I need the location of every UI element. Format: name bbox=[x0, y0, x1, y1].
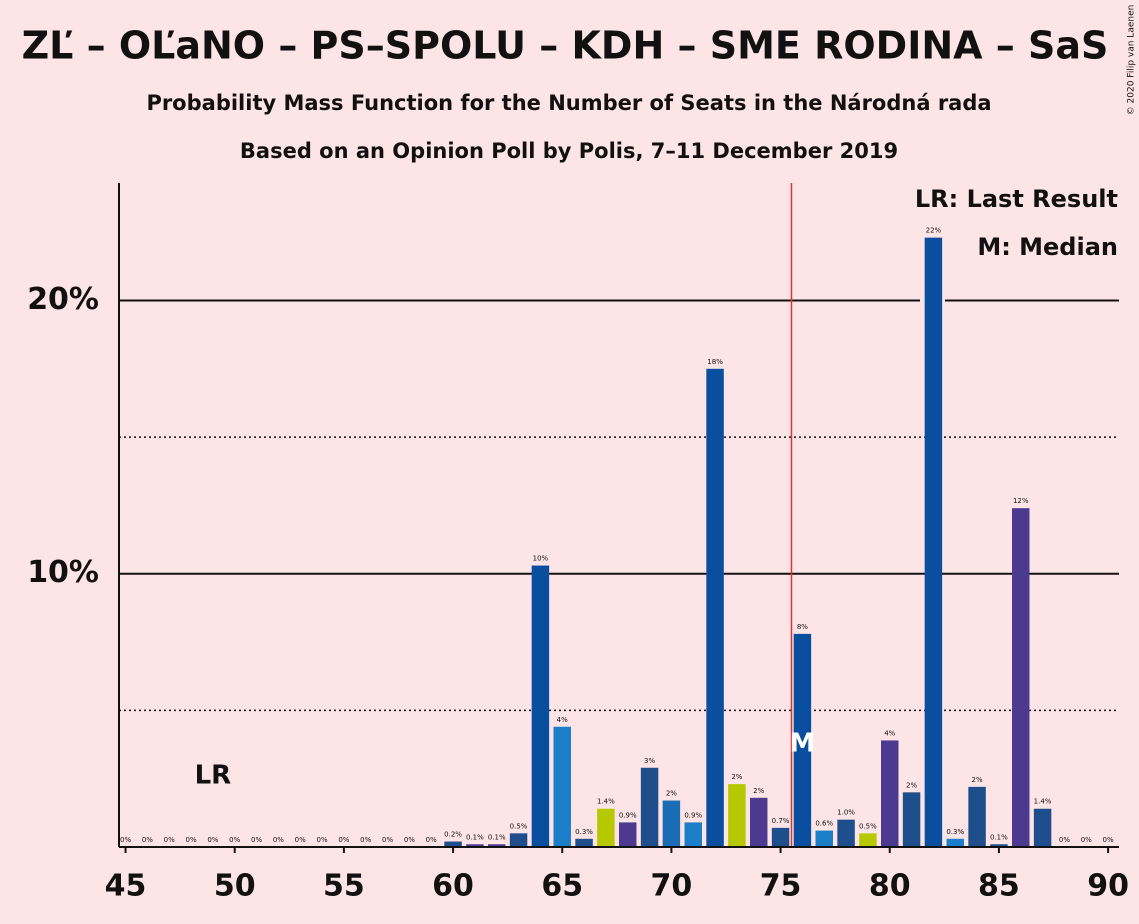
value-label: 0% bbox=[185, 836, 196, 844]
value-label: 0% bbox=[142, 836, 153, 844]
value-label: 2% bbox=[906, 781, 917, 789]
x-tick-label: 65 bbox=[541, 869, 583, 904]
bar bbox=[728, 784, 746, 847]
value-label: 1.4% bbox=[1034, 798, 1052, 806]
value-label: 1.4% bbox=[597, 798, 615, 806]
bar bbox=[771, 827, 790, 847]
x-tick-label: 45 bbox=[105, 869, 147, 904]
value-label: 2% bbox=[666, 790, 677, 798]
bar bbox=[553, 726, 571, 847]
bar bbox=[619, 822, 637, 847]
bar bbox=[662, 800, 681, 847]
value-label: 4% bbox=[884, 729, 895, 737]
value-label: 12% bbox=[1013, 497, 1029, 505]
value-label: 0% bbox=[251, 836, 262, 844]
bar bbox=[881, 740, 899, 847]
bar bbox=[946, 838, 964, 847]
value-label: 2% bbox=[753, 787, 764, 795]
bar bbox=[990, 844, 1008, 847]
bar bbox=[750, 797, 768, 847]
x-tick-label: 70 bbox=[651, 869, 693, 904]
median-marker: M bbox=[789, 729, 815, 759]
value-label: 3% bbox=[644, 757, 655, 765]
value-label: 0% bbox=[360, 836, 371, 844]
y-tick-label: 20% bbox=[27, 282, 99, 317]
x-tick-label: 60 bbox=[432, 869, 474, 904]
value-label: 0% bbox=[1103, 836, 1114, 844]
bar bbox=[531, 565, 550, 847]
chart-subtitle: Based on an Opinion Poll by Polis, 7–11 … bbox=[240, 139, 898, 163]
value-label: 0% bbox=[1059, 836, 1070, 844]
x-tick-label: 55 bbox=[323, 869, 365, 904]
y-tick-label: 10% bbox=[27, 555, 99, 590]
value-label: 0.1% bbox=[466, 833, 484, 841]
value-label: 0% bbox=[207, 836, 218, 844]
bar bbox=[684, 822, 702, 847]
value-label: 0.7% bbox=[772, 817, 790, 825]
bar bbox=[575, 838, 593, 847]
value-label: 0.5% bbox=[859, 822, 877, 830]
x-tick-label: 50 bbox=[214, 869, 256, 904]
bar bbox=[815, 830, 833, 847]
value-label: 0.5% bbox=[510, 822, 528, 830]
chart-title: ZĽ – OĽaNO – PS–SPOLU – KDH – SME RODINA… bbox=[22, 24, 1109, 68]
x-tick-label: 80 bbox=[869, 869, 911, 904]
value-label: 8% bbox=[797, 623, 808, 631]
bar bbox=[1012, 508, 1030, 847]
value-label: 0% bbox=[295, 836, 306, 844]
bar bbox=[444, 841, 462, 847]
bar bbox=[859, 833, 877, 847]
value-label: 2% bbox=[972, 776, 983, 784]
value-label: 4% bbox=[557, 716, 568, 724]
bar bbox=[509, 833, 528, 847]
value-label: 0.1% bbox=[488, 833, 506, 841]
bar bbox=[487, 844, 506, 847]
value-label: 0% bbox=[164, 836, 175, 844]
chart-subtitle: Probability Mass Function for the Number… bbox=[146, 91, 991, 115]
value-label: 0% bbox=[1081, 836, 1092, 844]
bar bbox=[968, 786, 986, 847]
bar bbox=[793, 633, 812, 847]
value-label: 22% bbox=[926, 227, 942, 235]
bar bbox=[597, 808, 615, 847]
value-label: 0.2% bbox=[444, 831, 462, 839]
value-label: 0% bbox=[229, 836, 240, 844]
value-label: 0.1% bbox=[990, 833, 1008, 841]
value-label: 0.9% bbox=[619, 811, 637, 819]
bar bbox=[924, 237, 943, 847]
value-label: 0% bbox=[317, 836, 328, 844]
value-label: 0.3% bbox=[575, 828, 593, 836]
copyright: © 2020 Filip van Laenen bbox=[1127, 5, 1137, 116]
bar bbox=[902, 792, 921, 847]
value-label: 1.0% bbox=[837, 809, 855, 817]
value-label: 0% bbox=[338, 836, 349, 844]
x-tick-label: 90 bbox=[1087, 869, 1129, 904]
value-label: 0.9% bbox=[684, 811, 702, 819]
bar bbox=[466, 844, 484, 847]
value-label: 10% bbox=[533, 555, 549, 563]
x-tick-label: 75 bbox=[760, 869, 802, 904]
value-label: 0% bbox=[426, 836, 437, 844]
value-label: 0.3% bbox=[946, 828, 964, 836]
bar bbox=[1033, 808, 1052, 847]
value-label: 18% bbox=[707, 358, 723, 366]
bar bbox=[640, 767, 659, 847]
legend-entry: M: Median bbox=[977, 233, 1118, 261]
bar bbox=[706, 368, 724, 847]
x-tick-label: 85 bbox=[978, 869, 1020, 904]
value-label: 0% bbox=[404, 836, 415, 844]
value-label: 2% bbox=[731, 773, 742, 781]
value-label: 0% bbox=[273, 836, 284, 844]
value-label: 0.6% bbox=[815, 820, 833, 828]
legend-entry: LR: Last Result bbox=[915, 185, 1118, 213]
value-label: 0% bbox=[120, 836, 131, 844]
last-result-marker: LR bbox=[195, 761, 232, 791]
bar bbox=[837, 819, 855, 847]
value-label: 0% bbox=[382, 836, 393, 844]
